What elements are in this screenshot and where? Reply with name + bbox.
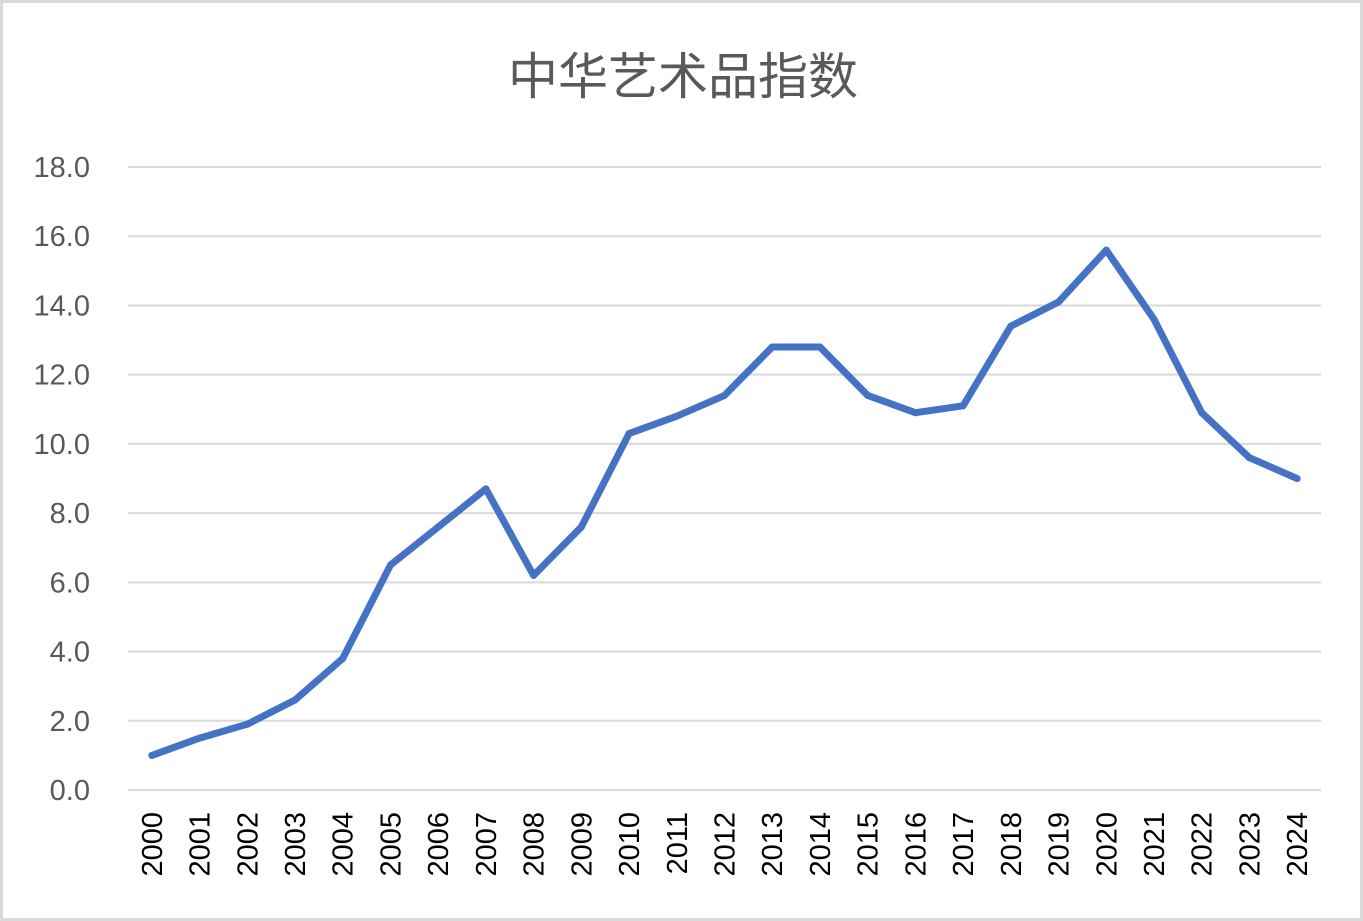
x-axis: 2000 2001 2002 2003 2004 2005 2006 2007 2008 2009… [137,812,1314,877]
x-tick-label: 2002 [232,812,264,877]
data-point [864,391,872,399]
data-point [339,654,347,662]
x-tick-label: 2004 [328,812,360,877]
y-tick-label: 12.0 [34,360,90,392]
x-tick-label: 2017 [948,812,980,877]
data-point [911,409,919,417]
y-tick-label: 2.0 [50,706,90,738]
y-axis: 0.0 2.0 4.0 6.0 8.0 10.0 12.0 14.0 16.0 18.0 [34,152,90,807]
x-tick-label: 2014 [805,812,837,877]
x-tick-label: 2005 [375,812,407,877]
x-tick-label: 2015 [853,812,885,877]
x-tick-label: 2020 [1091,812,1123,877]
data-point [291,696,299,704]
y-tick-label: 10.0 [34,429,90,461]
x-tick-label: 2007 [471,812,503,877]
x-tick-label: 2022 [1187,812,1219,877]
data-point [1102,246,1110,254]
x-tick-label: 2009 [566,812,598,877]
data-point [434,523,442,531]
data-point [1245,454,1253,462]
data-point [196,734,204,742]
data-point [673,412,681,420]
series-layer [148,246,1301,759]
data-point [482,485,490,493]
x-tick-label: 2018 [996,812,1028,877]
x-tick-label: 2008 [519,812,551,877]
data-point [1150,315,1158,323]
x-tick-label: 2019 [1044,812,1076,877]
x-tick-label: 2003 [280,812,312,877]
data-point [721,391,728,399]
data-point [148,751,156,759]
data-point [959,402,967,410]
x-tick-label: 2023 [1234,812,1266,877]
data-point [816,343,824,351]
data-point [1007,322,1015,330]
x-tick-label: 2000 [137,812,169,877]
y-tick-label: 16.0 [34,221,90,253]
x-tick-label: 2010 [614,812,646,877]
y-tick-label: 14.0 [34,290,90,322]
data-point [625,430,633,438]
y-tick-label: 4.0 [50,637,90,669]
data-point [386,561,394,569]
data-point [768,343,776,351]
x-tick-label: 2006 [423,812,455,877]
y-tick-label: 0.0 [50,775,90,807]
data-point [1198,409,1206,417]
data-point [243,720,251,728]
y-tick-label: 8.0 [50,498,90,530]
x-tick-label: 2011 [662,812,694,874]
data-point [1293,475,1301,482]
data-point [577,523,585,531]
data-point [1055,298,1063,306]
gridlines [128,166,1321,791]
x-tick-label: 2001 [185,812,217,877]
x-tick-label: 2021 [1139,812,1171,877]
x-tick-label: 2024 [1282,812,1314,877]
chart-title: 中华艺术品指数 [508,48,858,106]
x-tick-label: 2016 [900,812,932,877]
x-tick-label: 2013 [757,812,789,877]
series-line [148,246,1301,759]
data-point [530,571,538,579]
y-tick-label: 18.0 [34,152,90,184]
x-tick-label: 2012 [710,812,742,877]
y-tick-label: 6.0 [50,567,90,599]
